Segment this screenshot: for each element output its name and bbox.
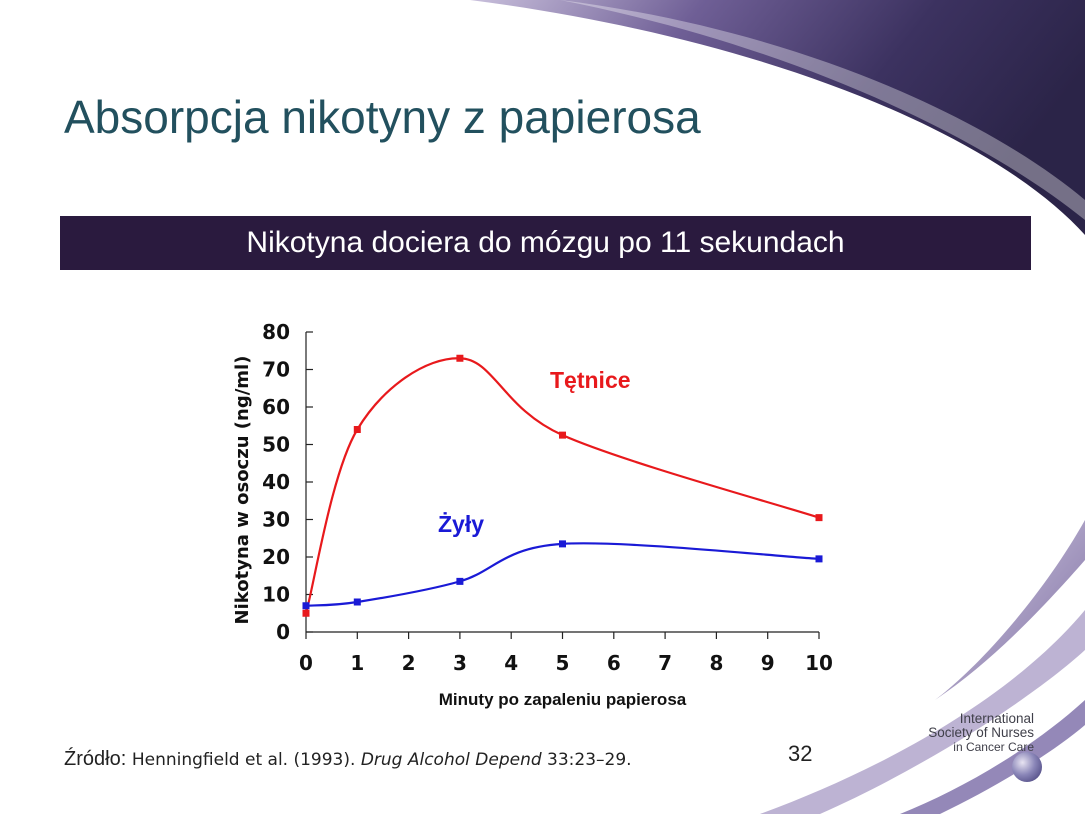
chart-series	[302, 354, 823, 617]
series-line-arteries	[304, 357, 820, 614]
series-label-veins: Żyły	[438, 511, 484, 537]
y-tick-label: 0	[276, 620, 290, 644]
logo-line-3: in Cancer Care	[953, 740, 1034, 754]
source-journal: Drug Alcohol Depend	[360, 750, 542, 770]
x-axis-label: Minuty po zapaleniu papierosa	[439, 690, 687, 709]
y-tick-label: 70	[262, 358, 290, 382]
globe-icon	[1012, 752, 1042, 782]
data-point-veins	[302, 602, 310, 610]
x-tick-label: 7	[658, 651, 672, 675]
source-label: Źródło	[64, 748, 121, 770]
data-point-arteries	[456, 354, 464, 362]
data-point-veins	[815, 555, 823, 563]
series-label-arteries: Tętnice	[550, 367, 631, 393]
x-tick-label: 9	[761, 651, 775, 675]
x-tick-label: 0	[299, 651, 313, 675]
x-tick-label: 6	[607, 651, 621, 675]
series-line-veins	[305, 542, 820, 607]
y-axis-label: Nikotyna w osoczu (ng/ml)	[232, 356, 253, 625]
x-tick-label: 4	[504, 651, 518, 675]
slide-title: Absorpcja nikotyny z papierosa	[64, 91, 701, 143]
data-point-veins	[456, 577, 464, 585]
chart-axes: 0 1 2 3 4 5 6 7 8 9 10 0 10 20 30 40 50 60 70 80	[262, 320, 833, 675]
x-tick-label: 3	[453, 651, 467, 675]
isncc-logo: International Society of Nurses in Cance…	[900, 700, 1060, 796]
y-tick-label: 10	[262, 583, 290, 607]
data-point-arteries	[353, 426, 361, 433]
source-rest: 33:23–29.	[541, 750, 632, 770]
logo-line-2: Society of Nurses	[928, 725, 1034, 740]
source-colon: :	[120, 748, 132, 770]
banner-headline: Nikotyna dociera do mózgu po 11 sekundac…	[60, 216, 1031, 270]
x-tick-label: 1	[350, 651, 364, 675]
data-point-veins	[559, 540, 566, 548]
data-point-arteries	[302, 609, 310, 617]
logo-line-1: International	[959, 711, 1034, 726]
x-tick-label: 2	[402, 651, 416, 675]
y-tick-label: 80	[262, 320, 290, 344]
x-tick-label: 10	[805, 651, 833, 675]
x-tick-label: 5	[556, 651, 570, 675]
page-number: 32	[788, 741, 813, 766]
chart-labels: Minuty po zapaleniu papierosa Nikotyna w …	[232, 356, 687, 709]
data-point-arteries	[815, 514, 823, 522]
y-tick-label: 20	[262, 545, 290, 569]
y-tick-label: 40	[262, 470, 290, 494]
data-point-veins	[353, 598, 361, 606]
y-tick-label: 60	[262, 395, 290, 419]
x-tick-label: 8	[709, 651, 723, 675]
y-tick-label: 30	[262, 508, 290, 532]
y-tick-label: 50	[262, 433, 290, 457]
source-citation: Źródło: Henningfield et al. (1993). Drug…	[64, 748, 632, 771]
source-authors: Henningfield et al. (1993).	[131, 750, 361, 770]
data-point-arteries	[559, 431, 566, 439]
